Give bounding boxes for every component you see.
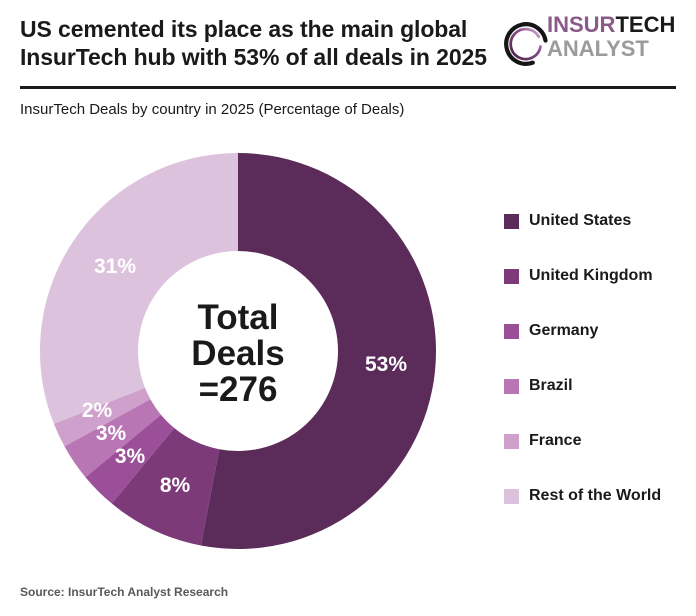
svg-text:8%: 8% [160,474,191,497]
svg-text:3%: 3% [96,422,127,445]
svg-text:53%: 53% [365,353,407,376]
svg-text:3%: 3% [115,445,146,468]
svg-text:2%: 2% [82,399,113,422]
svg-text:31%: 31% [94,255,136,278]
